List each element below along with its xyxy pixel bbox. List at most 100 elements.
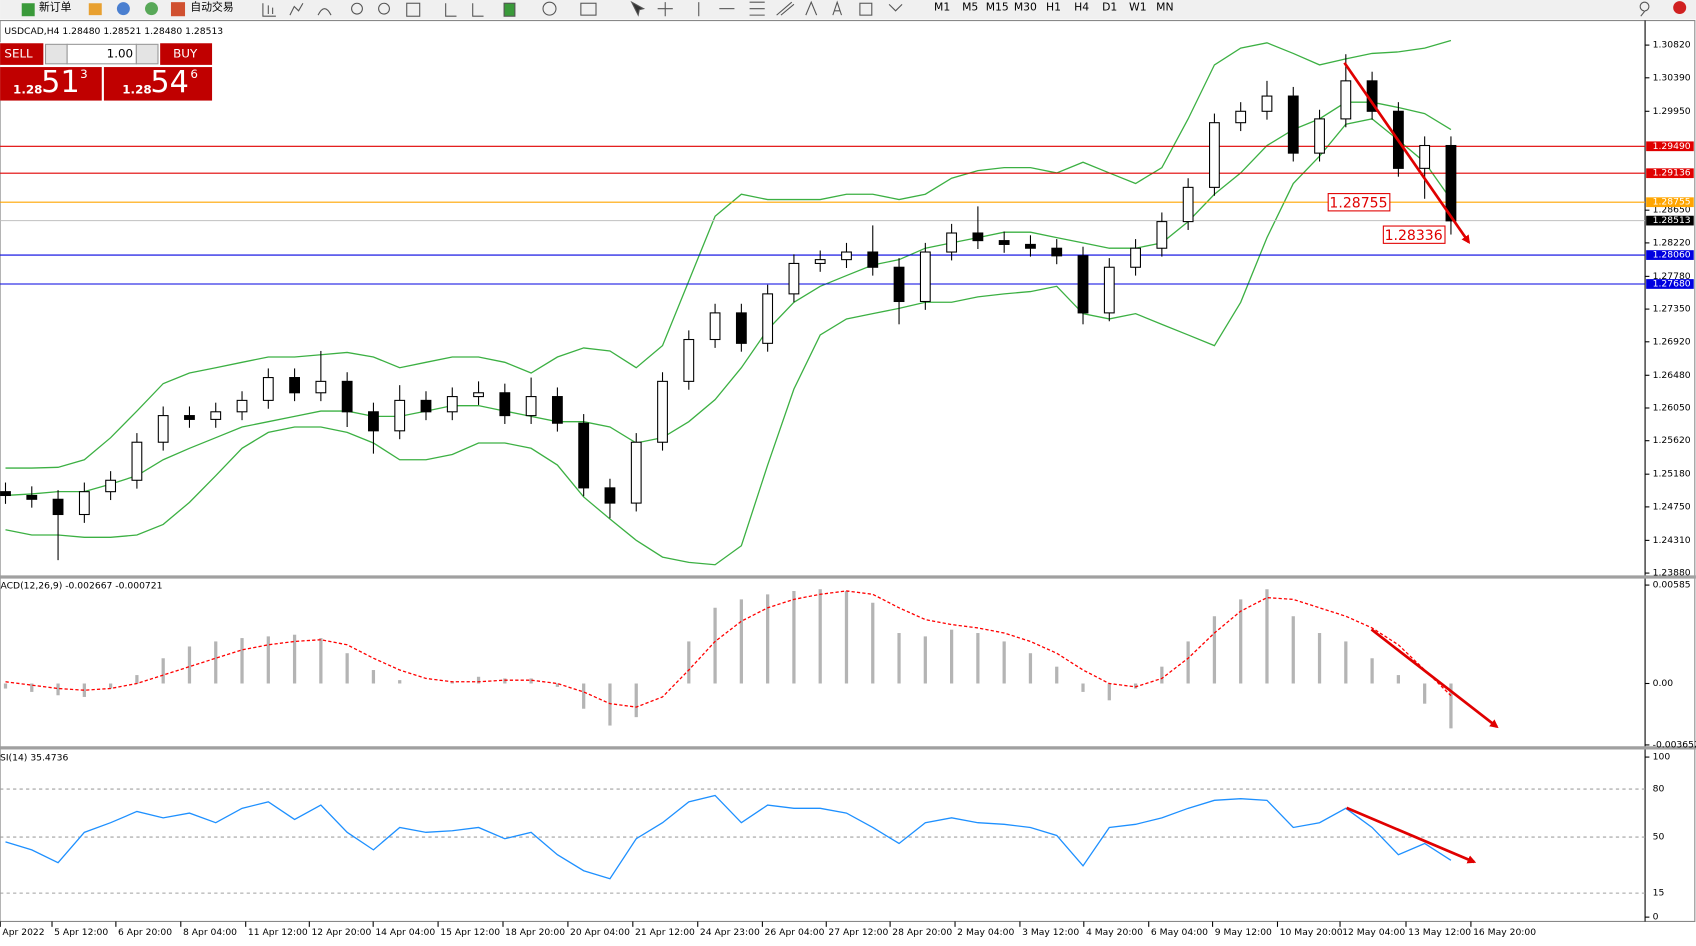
- buy-price-main[interactable]: 54: [150, 65, 189, 100]
- x-tick-label: 4 May 20:00: [1086, 927, 1143, 938]
- y-tick-label: 1.27780: [1653, 271, 1691, 282]
- trend-arrow: [1343, 61, 1471, 245]
- x-tick-label: 27 Apr 12:00: [828, 927, 888, 938]
- x-tick-label: 26 Apr 04:00: [765, 927, 825, 938]
- sell-label[interactable]: SELL: [4, 47, 33, 61]
- sell-button[interactable]: [0, 43, 44, 65]
- x-tick-label: 15 Apr 12:00: [440, 927, 500, 938]
- icon[interactable]: [262, 3, 276, 17]
- candle-body: [1287, 95, 1299, 154]
- search-icon[interactable]: [1639, 1, 1650, 17]
- candle-body: [1077, 255, 1089, 314]
- timeframe-button[interactable]: D1: [1102, 1, 1117, 14]
- candle-body: [289, 377, 300, 394]
- buy-price-big[interactable]: 1.28: [122, 82, 151, 96]
- candle-body: [499, 392, 511, 417]
- x-tick-label: 8 Apr 04:00: [183, 927, 237, 938]
- candle-body: [604, 487, 616, 504]
- candle-body: [1445, 144, 1457, 222]
- candle-body: [1156, 221, 1168, 249]
- buy-label[interactable]: BUY: [173, 47, 198, 61]
- y-tick-label: 1.25180: [1653, 469, 1691, 480]
- icon[interactable]: [406, 2, 421, 17]
- icon[interactable]: [317, 8, 332, 16]
- candle-body: [157, 415, 169, 443]
- icon[interactable]: [776, 1, 795, 16]
- timeframe-button[interactable]: M30: [1014, 1, 1037, 14]
- sell-price-main[interactable]: 51: [41, 65, 80, 100]
- icon[interactable]: [542, 1, 557, 16]
- lot-up[interactable]: [135, 43, 159, 65]
- icon[interactable]: [805, 0, 818, 16]
- timeframe-button[interactable]: MN: [1156, 1, 1173, 14]
- icon[interactable]: [580, 2, 597, 16]
- candle-body: [709, 312, 721, 341]
- x-tick-label: 13 May 12:00: [1408, 927, 1471, 938]
- level-label: 15: [1653, 888, 1665, 899]
- price-level-label: 1.28513: [1653, 215, 1691, 226]
- icon[interactable]: [630, 0, 646, 17]
- candle-body: [315, 380, 327, 394]
- timeframe-button[interactable]: M1: [934, 1, 950, 14]
- icon[interactable]: [859, 2, 873, 16]
- icon[interactable]: [657, 2, 673, 17]
- price-level-label: 1.29136: [1653, 168, 1691, 179]
- icon[interactable]: [832, 0, 843, 16]
- price-level-box: [1646, 215, 1694, 226]
- price-level-box: [1646, 279, 1694, 289]
- icon[interactable]: [351, 2, 363, 15]
- candle-body: [1419, 144, 1431, 169]
- notification-icon[interactable]: [1673, 1, 1687, 15]
- icon[interactable]: [88, 3, 102, 16]
- price-level-label: 1.28060: [1653, 250, 1691, 261]
- y-tick-label: 1.26920: [1653, 336, 1691, 347]
- price-level-box: [1646, 141, 1694, 152]
- auto-trading-icon[interactable]: [170, 2, 186, 17]
- line-series: [5, 118, 1452, 566]
- x-tick-label: 5 Apr 12:00: [54, 927, 108, 938]
- candle-body: [525, 396, 537, 417]
- buy-price-small[interactable]: 6: [190, 67, 198, 81]
- auto-trading-button[interactable]: 自动交易: [190, 0, 233, 14]
- icon[interactable]: [749, 1, 765, 16]
- candle-body: [26, 494, 38, 500]
- candle-body: [0, 491, 11, 497]
- candle-body: [105, 479, 117, 493]
- lot-down[interactable]: [44, 43, 68, 65]
- buy-button[interactable]: [160, 43, 213, 65]
- x-tick-label: 21 Apr 12:00: [635, 927, 695, 938]
- y-tick-label: 1.30390: [1653, 72, 1691, 83]
- icon[interactable]: [116, 2, 130, 16]
- icon[interactable]: [145, 2, 158, 16]
- buy-price-box[interactable]: [103, 67, 213, 101]
- trend-arrow: [1370, 628, 1499, 729]
- icon[interactable]: [378, 2, 390, 15]
- icon[interactable]: [289, 2, 304, 16]
- chart-header: USDCAD,H4 1.28480 1.28521 1.28480 1.2851…: [4, 26, 223, 37]
- timeframe-button[interactable]: H1: [1046, 1, 1061, 14]
- icon[interactable]: [888, 3, 903, 12]
- new-order-icon[interactable]: [21, 3, 35, 17]
- candle-body: [1235, 110, 1247, 124]
- timeframe-button[interactable]: M5: [962, 1, 978, 14]
- trend-arrow: [1346, 806, 1477, 864]
- annotation-box: [1327, 193, 1391, 212]
- x-tick-label: 28 Apr 20:00: [892, 927, 952, 938]
- timeframe-button[interactable]: H4: [1074, 1, 1089, 14]
- candle-body: [1261, 95, 1273, 112]
- timeframe-button[interactable]: W1: [1129, 1, 1147, 14]
- timeframe-button[interactable]: M15: [986, 1, 1009, 14]
- candle-body: [578, 422, 590, 489]
- sell-price-box[interactable]: [0, 67, 102, 101]
- sell-price-small[interactable]: 3: [80, 67, 88, 81]
- y-tick-label: 1.24750: [1653, 501, 1691, 512]
- candle-body: [657, 380, 668, 443]
- candle-body: [893, 266, 905, 303]
- icon[interactable]: [472, 3, 484, 17]
- sell-price-big[interactable]: 1.28: [13, 82, 42, 96]
- icon[interactable]: [503, 2, 516, 17]
- lot-value[interactable]: 1.00: [107, 47, 133, 61]
- icon[interactable]: [445, 3, 457, 17]
- annotation-label: 1.28336: [1385, 228, 1443, 244]
- new-order-button[interactable]: 新订单: [39, 0, 72, 14]
